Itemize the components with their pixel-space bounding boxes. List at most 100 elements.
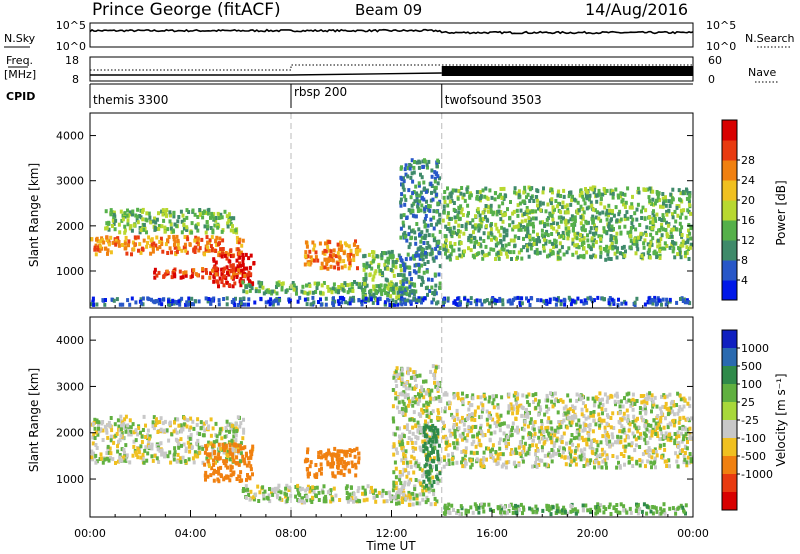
data-cell	[95, 418, 99, 423]
data-cell	[175, 459, 179, 464]
data-cell	[222, 297, 226, 301]
data-cell	[389, 294, 393, 299]
data-cell	[598, 401, 602, 405]
data-cell	[672, 246, 676, 251]
data-cell	[481, 407, 485, 412]
data-cell	[461, 464, 465, 469]
data-cell	[417, 246, 421, 251]
data-cell	[331, 286, 335, 291]
data-cell	[241, 238, 245, 243]
data-cell	[579, 204, 583, 209]
data-cell	[414, 270, 418, 275]
data-cell	[678, 252, 682, 256]
data-cell	[141, 217, 145, 222]
data-cell	[230, 441, 234, 446]
data-cell	[478, 298, 482, 303]
data-cell	[635, 459, 639, 464]
data-cell	[499, 187, 503, 191]
data-cell	[622, 202, 625, 207]
data-cell	[666, 412, 670, 417]
data-cell	[235, 258, 239, 263]
data-cell	[346, 499, 350, 504]
data-cell	[91, 296, 95, 301]
data-cell	[229, 248, 233, 253]
data-cell	[118, 438, 122, 443]
data-cell	[188, 449, 192, 454]
data-cell	[345, 491, 349, 495]
data-cell	[571, 252, 575, 257]
data-cell	[305, 498, 309, 503]
data-cell	[672, 412, 676, 417]
data-cell	[228, 429, 231, 434]
data-cell	[515, 405, 519, 410]
data-cell	[459, 210, 463, 215]
data-cell	[662, 199, 666, 204]
data-cell	[678, 247, 682, 251]
data-cell	[646, 242, 650, 247]
data-cell	[508, 299, 512, 304]
data-cell	[453, 215, 457, 220]
data-cell	[448, 226, 452, 231]
data-cell	[400, 487, 404, 492]
data-cell	[229, 464, 233, 469]
data-cell	[107, 420, 111, 425]
data-cell	[246, 487, 250, 492]
data-cell	[476, 434, 479, 439]
data-cell	[619, 435, 623, 440]
data-cell	[340, 283, 344, 288]
data-cell	[583, 447, 587, 452]
data-cell	[296, 498, 300, 502]
data-cell	[401, 185, 405, 190]
cpid-label: CPID	[6, 90, 35, 103]
data-cell	[506, 410, 510, 415]
data-cell	[611, 246, 615, 251]
data-cell	[647, 453, 651, 457]
data-cell	[667, 199, 671, 204]
data-cell	[310, 488, 314, 493]
data-cell	[231, 455, 235, 460]
data-cell	[422, 492, 426, 497]
data-cell	[425, 457, 429, 461]
data-cell	[688, 245, 692, 250]
data-cell	[557, 201, 561, 206]
data-cell	[352, 298, 356, 303]
data-cell	[228, 478, 232, 483]
data-cell	[173, 420, 176, 425]
data-cell	[631, 194, 634, 199]
data-cell	[180, 296, 184, 301]
data-cell	[432, 431, 436, 436]
data-cell	[655, 426, 659, 431]
data-cell	[487, 428, 491, 433]
data-cell	[382, 499, 386, 504]
data-cell	[331, 471, 335, 476]
data-cell	[308, 290, 312, 295]
data-cell	[94, 430, 98, 435]
data-cell	[350, 298, 354, 303]
data-cell	[428, 484, 432, 489]
data-cell	[646, 300, 650, 304]
data-cell	[575, 430, 579, 435]
data-cell	[96, 432, 100, 437]
data-cell	[421, 280, 425, 285]
nave-top-tick: 60	[708, 54, 722, 67]
data-cell	[421, 257, 425, 262]
data-cell	[196, 215, 200, 219]
data-cell	[512, 461, 516, 466]
data-cell	[429, 502, 433, 507]
data-cell	[564, 219, 568, 223]
data-cell	[209, 271, 213, 276]
data-cell	[635, 239, 639, 244]
data-cell	[603, 425, 607, 430]
data-cell	[425, 474, 429, 479]
data-cell	[222, 477, 226, 482]
data-cell	[489, 452, 492, 457]
data-cell	[615, 255, 619, 260]
data-cell	[504, 444, 508, 448]
data-cell	[462, 192, 466, 197]
data-cell	[591, 187, 595, 192]
data-cell	[205, 270, 208, 275]
data-cell	[213, 455, 217, 460]
data-cell	[489, 247, 493, 252]
data-cell	[594, 254, 598, 259]
